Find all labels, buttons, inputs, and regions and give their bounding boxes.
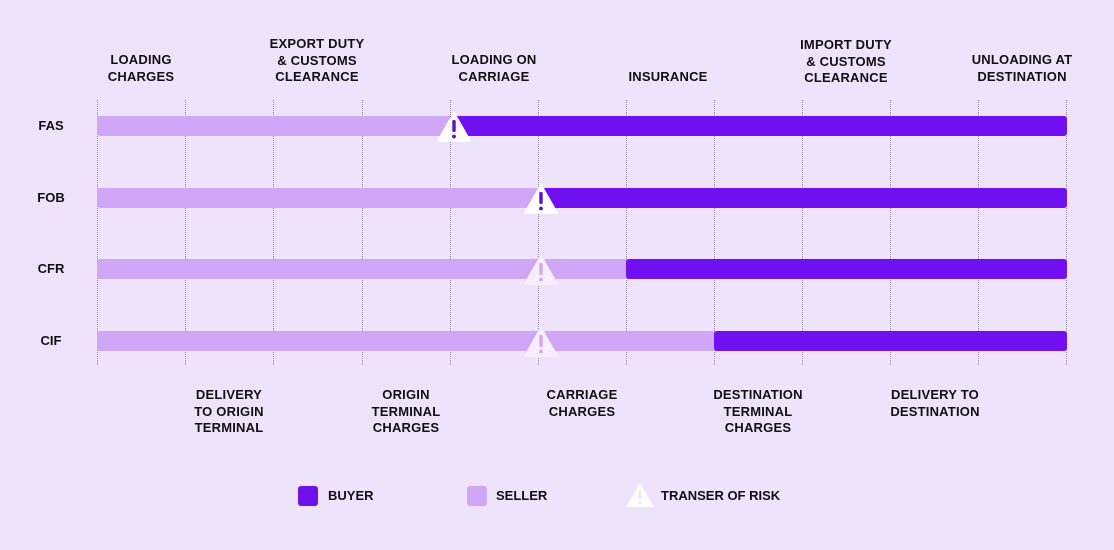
buyer-swatch (298, 486, 318, 506)
grid-line (185, 100, 186, 365)
warning-triangle-icon (626, 483, 654, 508)
grid-line (362, 100, 363, 365)
grid-line (1066, 100, 1067, 365)
cif-buyer-bar (714, 331, 1067, 351)
grid-line (890, 100, 891, 365)
grid-line (273, 100, 274, 365)
label-import-duty: IMPORT DUTY & CUSTOMS CLEARANCE (800, 37, 892, 85)
warning-triangle-icon (437, 112, 471, 142)
legend-risk-label: TRANSER OF RISK (661, 488, 781, 503)
legend-buyer-label: BUYER (328, 488, 374, 503)
fas-seller-bar (97, 116, 466, 136)
label-delivery-to-destination: DELIVERY TO DESTINATION (890, 387, 980, 419)
warning-triangle-icon (524, 184, 558, 214)
grid-line (450, 100, 451, 365)
cfr-seller-bar (97, 259, 642, 279)
label-loading-charges: LOADING CHARGES (107, 52, 175, 84)
grid-line (978, 100, 979, 365)
row-label-fob: FOB (37, 190, 65, 205)
fob-seller-bar (97, 188, 554, 208)
warning-triangle-icon (524, 255, 558, 285)
grid-line (714, 100, 715, 365)
grid-line (626, 100, 627, 365)
fob-buyer-bar (538, 188, 1067, 208)
label-origin-terminal-charges: ORIGIN TERMINAL CHARGES (371, 387, 441, 435)
row-label-cfr: CFR (37, 261, 65, 276)
cif-seller-bar (97, 331, 730, 351)
fas-buyer-bar (450, 116, 1067, 136)
label-loading-on-carriage: LOADING ON CARRIAGE (451, 52, 537, 84)
legend-seller-label: SELLER (496, 488, 548, 503)
grid-line (97, 100, 98, 365)
row-label-fas: FAS (38, 118, 64, 133)
row-label-cif: CIF (40, 333, 62, 348)
warning-triangle-icon (524, 327, 558, 357)
label-unloading-at-destination: UNLOADING AT DESTINATION (971, 52, 1073, 84)
label-carriage-charges: CARRIAGE CHARGES (546, 387, 618, 419)
label-export-duty: EXPORT DUTY & CUSTOMS CLEARANCE (269, 36, 365, 84)
grid-line (538, 100, 539, 365)
grid-line (802, 100, 803, 365)
cfr-buyer-bar (626, 259, 1067, 279)
label-destination-terminal-charges: DESTINATION TERMINAL CHARGES (713, 387, 803, 435)
label-delivery-to-origin-terminal: DELIVERY TO ORIGIN TERMINAL (194, 387, 264, 435)
seller-swatch (467, 486, 487, 506)
label-insurance: INSURANCE (628, 69, 708, 84)
